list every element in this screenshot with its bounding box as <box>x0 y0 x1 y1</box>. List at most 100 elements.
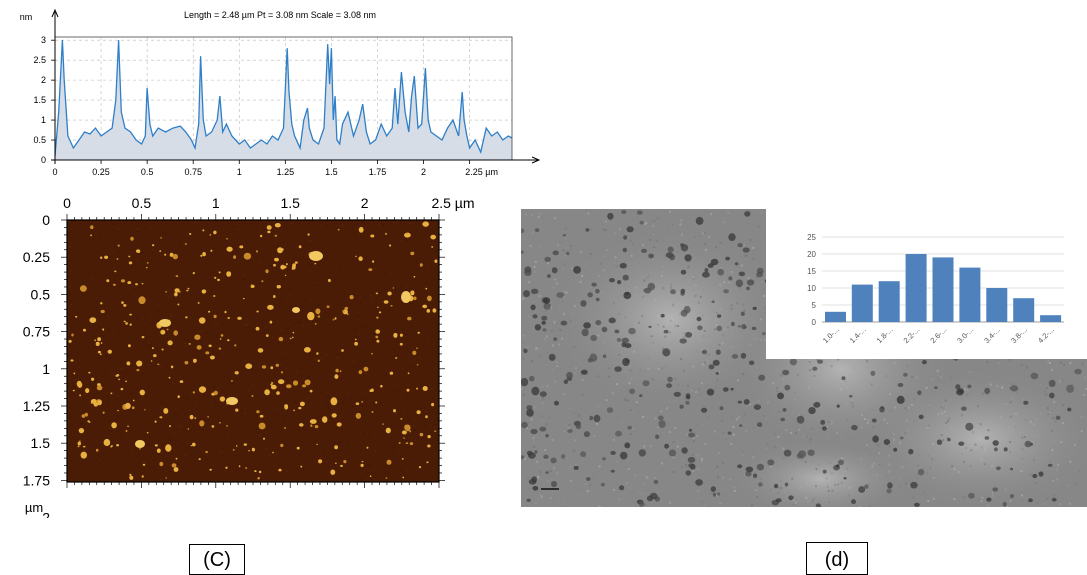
tem-grain <box>996 385 999 388</box>
tem-grain <box>672 456 675 459</box>
afm-texture-speck <box>119 435 122 437</box>
afm-particle <box>265 334 269 337</box>
afm-particle <box>84 412 89 417</box>
tem-grain <box>1081 370 1084 373</box>
tem-grain <box>1051 449 1054 452</box>
afm-particle <box>169 252 174 257</box>
tem-grain <box>749 344 752 347</box>
tem-grain <box>841 457 844 460</box>
afm-particle <box>326 305 330 308</box>
tem-grain <box>728 281 731 284</box>
tem-grain <box>546 262 549 265</box>
afm-particle <box>383 300 389 304</box>
tem-particle <box>541 321 546 325</box>
afm-texture-speck <box>373 455 376 457</box>
afm-texture-speck <box>237 238 240 240</box>
tem-grain <box>738 416 741 419</box>
tem-grain <box>587 441 590 444</box>
afm-texture-speck <box>335 242 338 244</box>
tem-grain <box>953 360 956 363</box>
tem-grain <box>1063 363 1066 366</box>
afm-texture-speck <box>116 426 119 428</box>
tem-grain <box>1069 502 1072 505</box>
tem-particle <box>735 279 744 288</box>
afm-texture-speck <box>231 388 234 391</box>
afm-particle <box>187 428 190 430</box>
tem-grain <box>616 383 618 386</box>
afm-particle <box>175 275 179 278</box>
afm-texture-speck <box>98 240 101 242</box>
tem-grain <box>912 491 915 494</box>
tem-grain <box>790 432 792 434</box>
tem-grain <box>523 388 526 390</box>
tem-grain <box>1008 358 1011 361</box>
tem-grain <box>752 452 754 455</box>
afm-particle <box>156 448 161 453</box>
afm-particle <box>80 285 87 292</box>
afm-texture-speck <box>143 372 146 374</box>
afm-particle <box>256 250 258 253</box>
tem-particle <box>887 482 893 489</box>
afm-texture-speck <box>403 427 406 429</box>
tem-grain <box>707 353 710 356</box>
tem-grain <box>737 446 740 449</box>
afm-texture-speck <box>259 434 262 436</box>
tem-particle <box>917 390 922 396</box>
afm-texture-speck <box>164 259 167 261</box>
tem-grain <box>871 408 873 411</box>
tem-grain <box>620 420 623 423</box>
tem-grain <box>722 221 725 224</box>
tem-grain <box>830 472 833 475</box>
afm-particle <box>317 315 321 318</box>
afm-texture-speck <box>137 465 140 467</box>
tem-grain <box>760 338 763 341</box>
tem-grain <box>791 477 794 480</box>
afm-texture-speck <box>130 393 133 396</box>
profile-y-arrow <box>51 8 59 18</box>
tem-grain <box>551 439 554 442</box>
tem-grain <box>644 370 647 373</box>
afm-particle <box>339 370 342 373</box>
afm-particle <box>126 361 131 366</box>
afm-texture-speck <box>268 261 271 264</box>
tem-grain <box>973 425 976 428</box>
afm-particle <box>99 353 102 356</box>
tem-grain <box>697 467 700 470</box>
tem-grain <box>674 377 677 380</box>
afm-texture-speck <box>426 269 429 271</box>
tem-grain <box>1034 482 1037 484</box>
tem-grain <box>603 341 606 343</box>
tem-particle <box>636 210 643 215</box>
tem-grain <box>780 486 782 489</box>
afm-particle <box>128 255 131 258</box>
afm-texture-speck <box>118 440 121 443</box>
profile-y-tick-label: 0 <box>41 155 46 165</box>
tem-particle <box>783 449 792 457</box>
afm-topography-image: 0 0.5 1 1.5 2 2.5 µm 00.250.50.7511.251.51.75… <box>23 195 475 518</box>
tem-grain <box>546 352 549 354</box>
tem-grain <box>1054 420 1057 423</box>
afm-texture-speck <box>117 395 120 397</box>
tem-grain <box>950 452 953 455</box>
tem-grain <box>783 490 786 493</box>
tem-grain <box>650 221 653 224</box>
afm-particle <box>170 365 174 369</box>
tem-grain <box>774 433 776 436</box>
tem-particle <box>984 436 990 440</box>
afm-texture-speck <box>401 392 404 395</box>
afm-texture-speck <box>299 374 302 377</box>
afm-particle <box>334 445 338 450</box>
tem-particle <box>734 262 739 266</box>
tem-grain <box>637 291 640 294</box>
afm-texture-speck <box>135 228 138 230</box>
tem-grain <box>1021 460 1024 463</box>
tem-grain <box>888 470 891 473</box>
tem-grain <box>1078 440 1080 443</box>
afm-texture-speck <box>236 309 239 311</box>
afm-texture-speck <box>383 272 386 274</box>
afm-texture-speck <box>205 453 208 455</box>
afm-particle <box>97 400 102 406</box>
tem-grain <box>941 412 944 415</box>
tem-grain <box>676 435 679 438</box>
tem-particle <box>587 292 593 298</box>
